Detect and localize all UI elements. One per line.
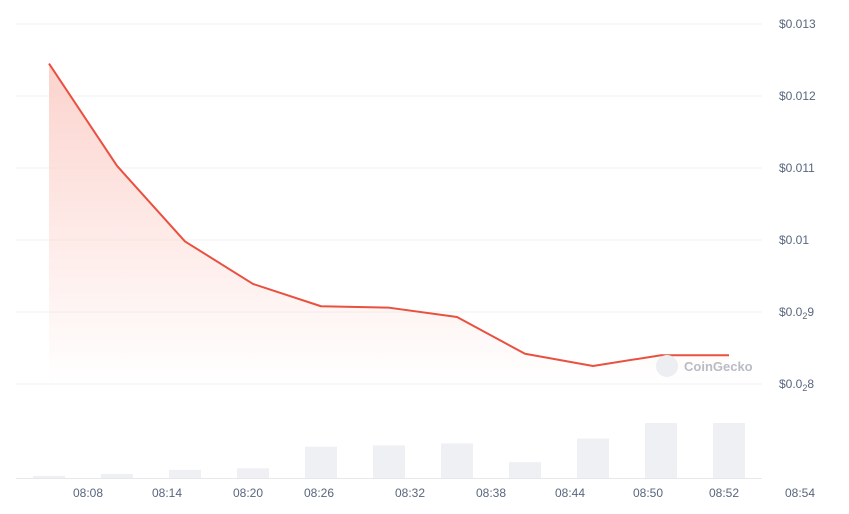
x-tick-label: 08:32: [395, 486, 425, 500]
coingecko-watermark: CoinGecko: [656, 355, 753, 377]
volume-bar: [237, 468, 269, 478]
coingecko-logo-icon: [656, 355, 678, 377]
volume-bar: [101, 473, 133, 478]
y-tick-label: $0.011: [779, 161, 815, 175]
x-tick-label: 08:54: [785, 486, 815, 500]
price-area: [49, 63, 729, 384]
volume-bar: [509, 462, 541, 478]
x-tick-label: 08:08: [73, 486, 103, 500]
volume-bar: [441, 443, 473, 478]
volume-bar: [169, 469, 201, 478]
volume-bar: [33, 475, 65, 478]
volume-bar: [373, 445, 405, 478]
x-tick-label: 08:44: [555, 486, 585, 500]
price-line: [48, 63, 729, 367]
x-tick-label: 08:38: [476, 486, 506, 500]
y-tick-label: $0.028: [779, 377, 814, 393]
x-tick-label: 08:50: [633, 486, 663, 500]
x-tick-label: 08:52: [709, 486, 739, 500]
y-tick-label: $0.012: [779, 89, 816, 103]
x-tick-label: 08:26: [304, 486, 334, 500]
volume-bar: [305, 446, 337, 478]
volume-bar: [577, 438, 609, 478]
watermark-text: CoinGecko: [684, 359, 753, 374]
y-axis: $0.013 $0.012 $0.011 $0.01 $0.029 $0.028: [779, 17, 816, 393]
volume-bar: [713, 423, 745, 478]
y-tick-label: $0.029: [779, 305, 814, 321]
volume-bar: [645, 423, 677, 478]
y-tick-label: $0.013: [779, 17, 816, 31]
y-tick-label: $0.01: [779, 233, 809, 247]
volume-bars: [33, 423, 745, 478]
x-tick-label: 08:14: [152, 486, 182, 500]
x-tick-label: 08:20: [233, 486, 263, 500]
x-axis: 08:08 08:14 08:20 08:26 08:32 08:38 08:44 08:50…: [73, 486, 815, 500]
